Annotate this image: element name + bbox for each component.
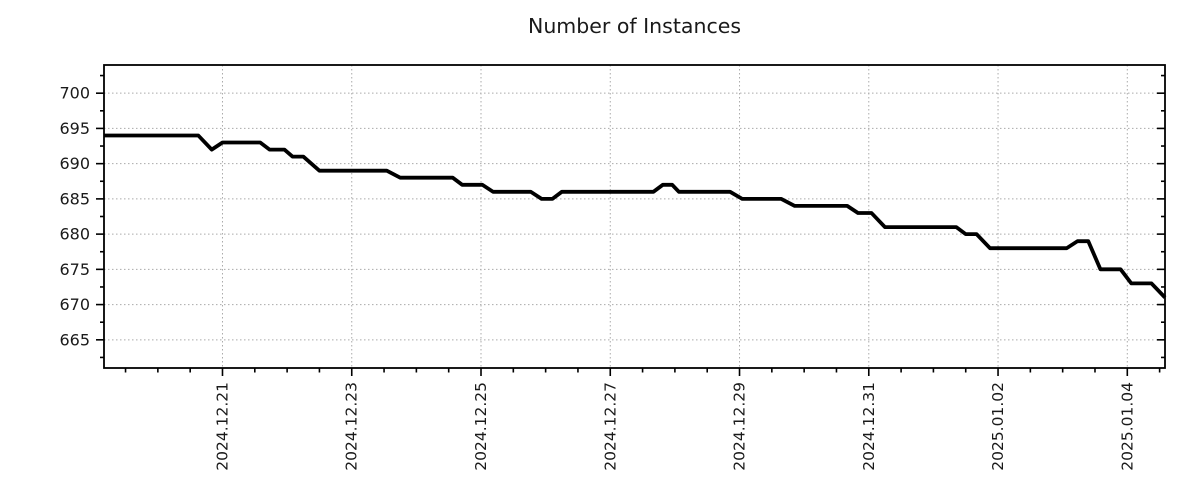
y-tick-label: 695 — [59, 119, 90, 138]
chart-title: Number of Instances — [528, 14, 741, 38]
x-tick-label: 2024.12.31 — [860, 382, 878, 471]
y-tick-label: 670 — [59, 295, 90, 314]
y-tick-label: 665 — [59, 330, 90, 349]
y-tick-label: 685 — [59, 189, 90, 208]
y-tick-label: 680 — [59, 225, 90, 244]
gridlines — [104, 65, 1165, 368]
y-tick-label: 675 — [59, 260, 90, 279]
x-tick-label: 2025.01.02 — [989, 382, 1007, 471]
x-tick-label: 2024.12.21 — [213, 382, 231, 471]
x-tick-label: 2024.12.25 — [472, 382, 490, 471]
x-tick-label: 2025.01.04 — [1118, 382, 1136, 471]
y-tick-label: 700 — [59, 84, 90, 103]
x-tick-label: 2024.12.27 — [601, 382, 619, 471]
y-tick-label: 690 — [59, 154, 90, 173]
axis-ticks — [96, 74, 1165, 376]
x-tick-label: 2024.12.29 — [731, 382, 749, 471]
x-tick-label: 2024.12.23 — [343, 382, 361, 471]
series-line — [104, 133, 1167, 299]
